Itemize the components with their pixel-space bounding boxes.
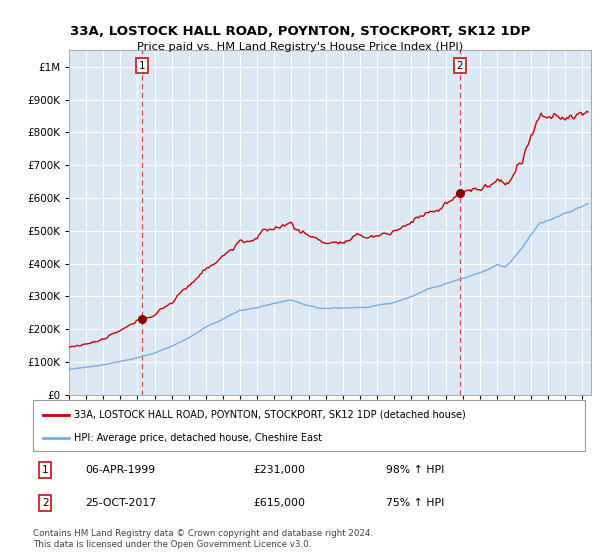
Text: HPI: Average price, detached house, Cheshire East: HPI: Average price, detached house, Ches… (74, 433, 322, 443)
Text: 33A, LOSTOCK HALL ROAD, POYNTON, STOCKPORT, SK12 1DP: 33A, LOSTOCK HALL ROAD, POYNTON, STOCKPO… (70, 25, 530, 38)
Text: Price paid vs. HM Land Registry's House Price Index (HPI): Price paid vs. HM Land Registry's House … (137, 42, 463, 52)
Text: 1: 1 (139, 60, 145, 71)
Text: £615,000: £615,000 (254, 498, 306, 508)
Text: 06-APR-1999: 06-APR-1999 (85, 465, 155, 475)
Text: 1: 1 (42, 465, 49, 475)
Text: 98% ↑ HPI: 98% ↑ HPI (386, 465, 445, 475)
Text: Contains HM Land Registry data © Crown copyright and database right 2024.
This d: Contains HM Land Registry data © Crown c… (33, 529, 373, 549)
Text: 2: 2 (457, 60, 463, 71)
Text: 2: 2 (42, 498, 49, 508)
Text: £231,000: £231,000 (254, 465, 306, 475)
Text: 33A, LOSTOCK HALL ROAD, POYNTON, STOCKPORT, SK12 1DP (detached house): 33A, LOSTOCK HALL ROAD, POYNTON, STOCKPO… (74, 409, 466, 419)
Text: 25-OCT-2017: 25-OCT-2017 (85, 498, 157, 508)
FancyBboxPatch shape (33, 400, 585, 451)
Text: 75% ↑ HPI: 75% ↑ HPI (386, 498, 445, 508)
